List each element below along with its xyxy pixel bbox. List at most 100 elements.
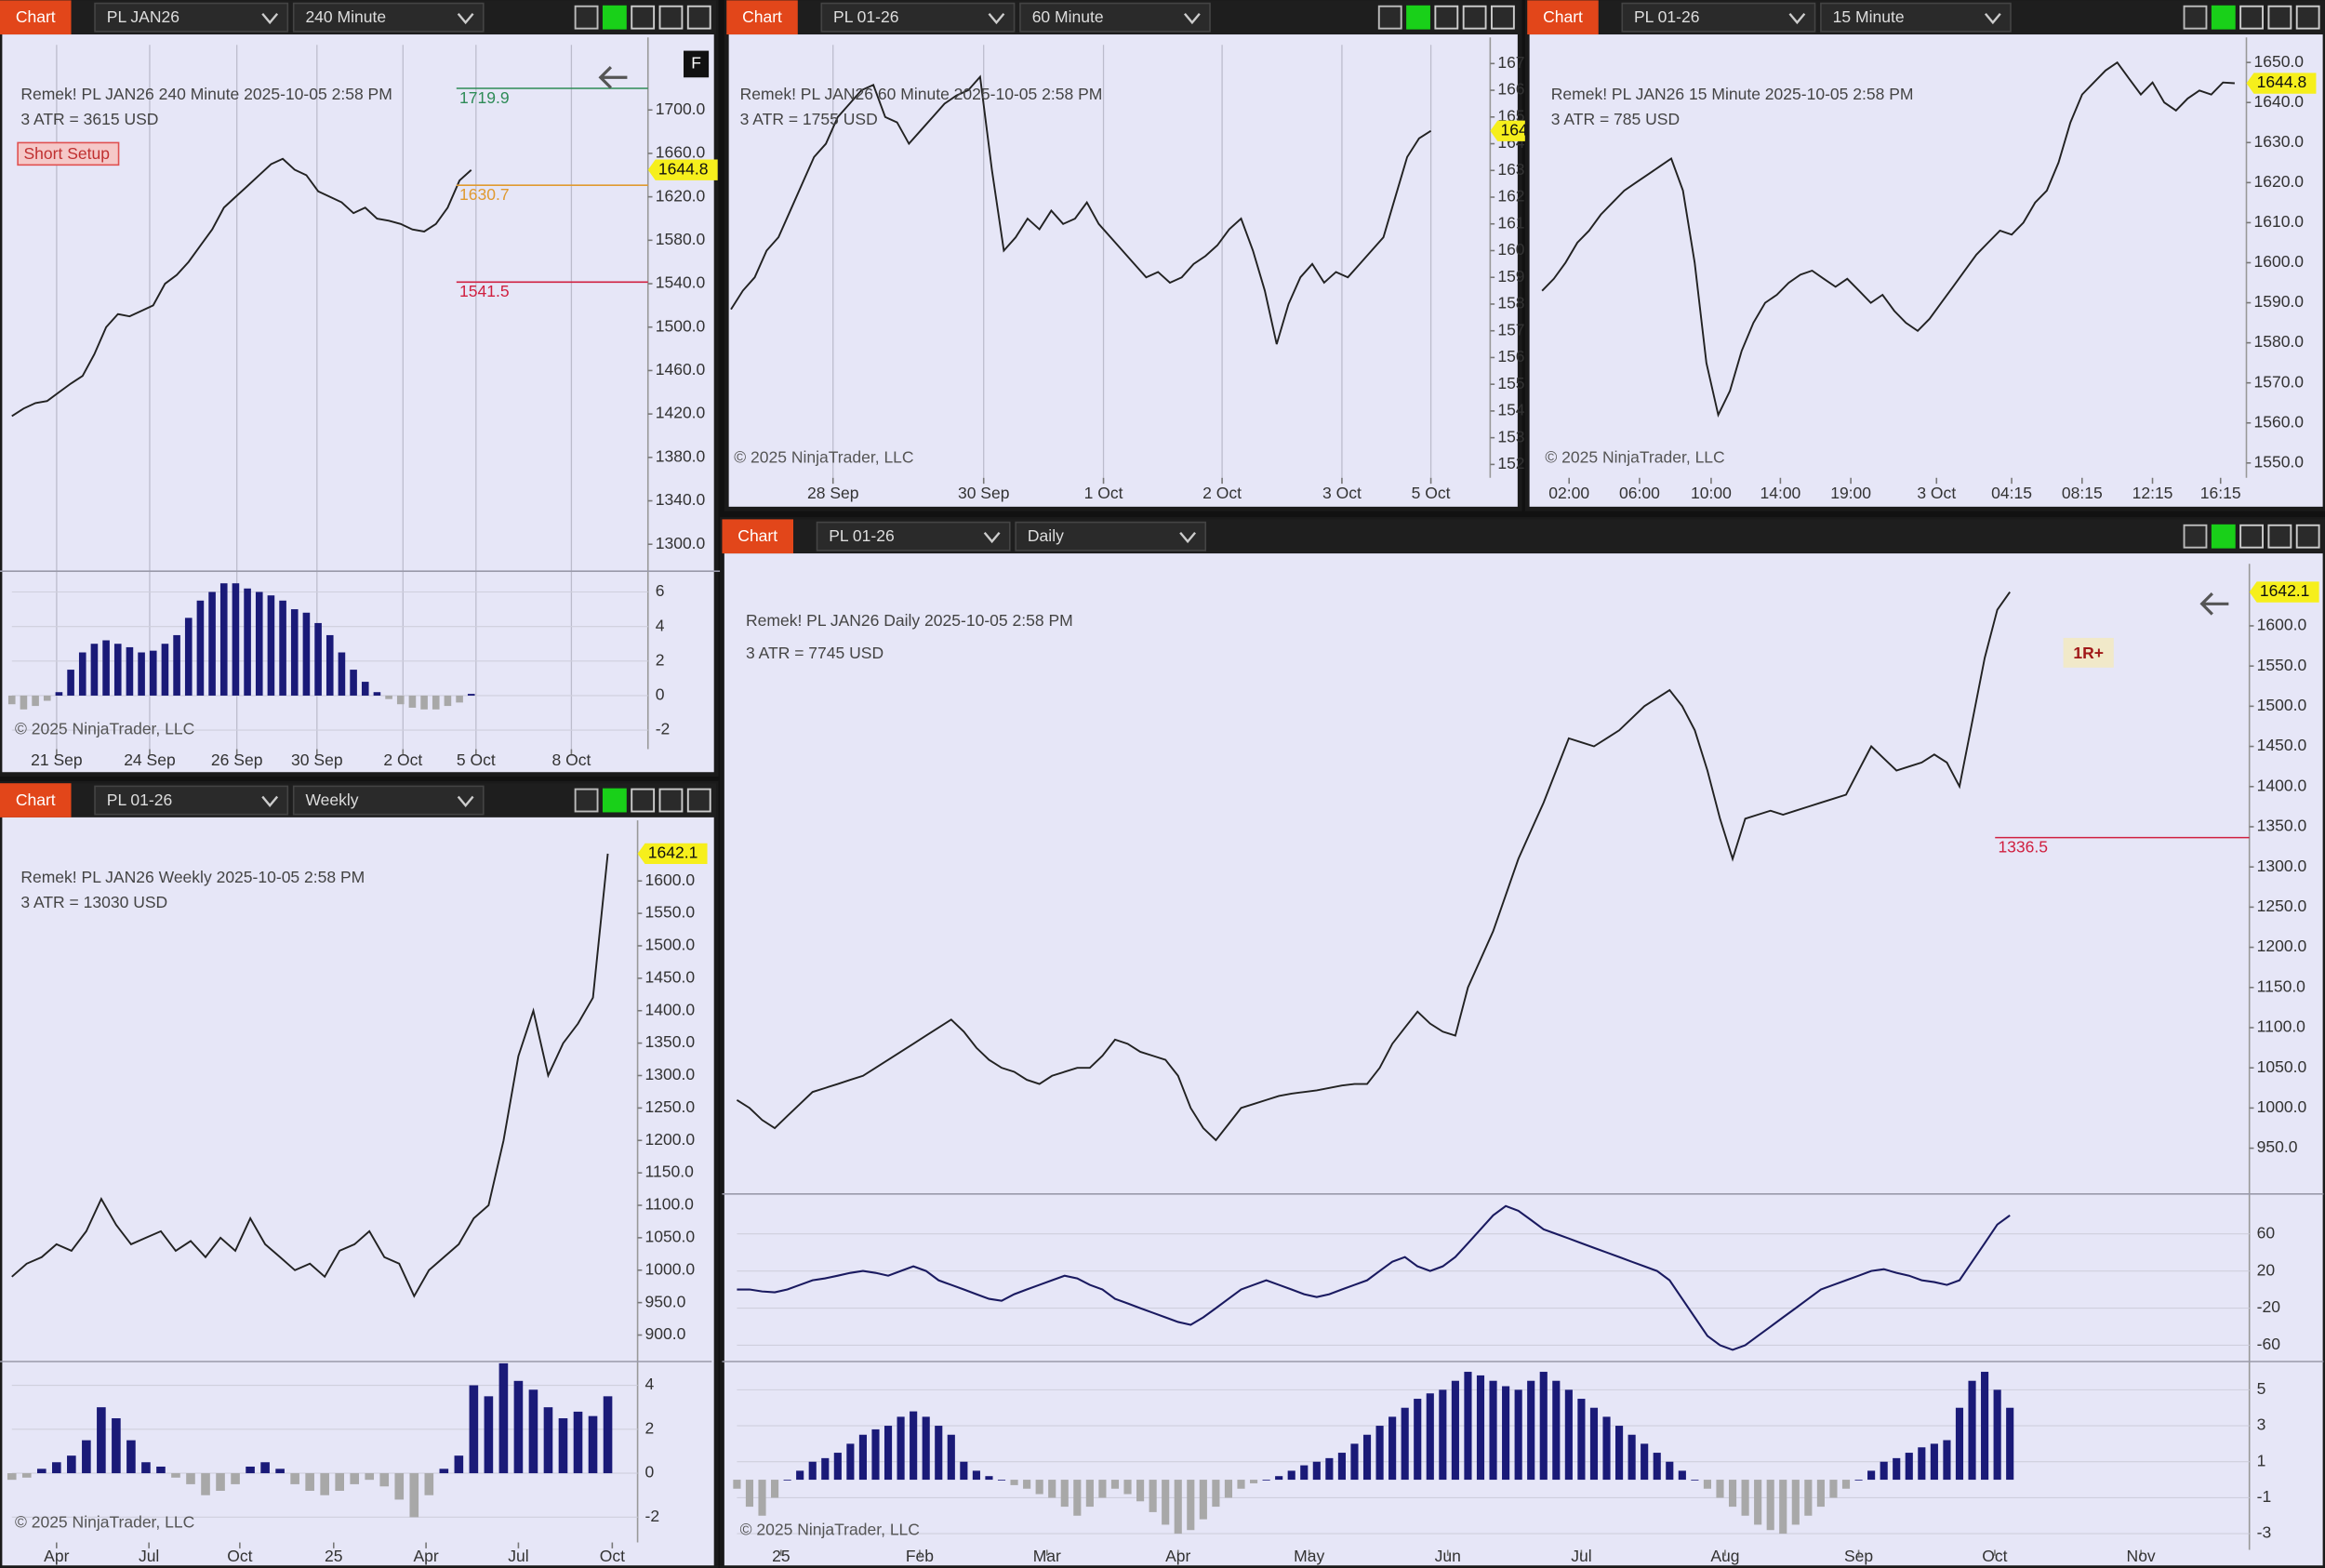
interval-selector[interactable] — [1820, 2, 2012, 33]
y-tick-label: 1640.0 — [2253, 92, 2304, 111]
window-control[interactable] — [1406, 5, 1430, 30]
x-tick-label: 30 Sep — [958, 484, 1010, 502]
y-tick-label: 5 — [2257, 1379, 2266, 1398]
histogram-bar — [260, 1462, 270, 1474]
window-control[interactable] — [2295, 5, 2320, 30]
histogram-bar — [858, 1434, 867, 1481]
window-control[interactable] — [574, 788, 599, 813]
y-tick-label: 1250.0 — [2257, 897, 2307, 915]
histogram-bar — [1275, 1476, 1283, 1481]
x-tick-label: Oct — [1982, 1547, 2007, 1565]
window-control[interactable] — [2267, 524, 2292, 549]
dropdown-arrow — [1788, 12, 1806, 25]
back-arrow[interactable] — [598, 65, 628, 89]
dropdown-arrow — [983, 531, 1001, 544]
window-control[interactable] — [602, 5, 627, 30]
chart-tab[interactable] — [722, 519, 793, 554]
histogram-bar — [67, 670, 74, 696]
window-control[interactable] — [686, 788, 711, 813]
histogram-bar — [871, 1428, 880, 1481]
interval-selector[interactable] — [1019, 2, 1211, 33]
histogram-bar — [219, 583, 228, 696]
histogram-bar — [1930, 1443, 1938, 1481]
window-control[interactable] — [631, 5, 656, 30]
price-line — [11, 157, 472, 418]
instrument-selector[interactable] — [816, 521, 1011, 551]
histogram-bar — [302, 612, 311, 696]
y-tick-label: 1550.0 — [645, 903, 696, 922]
histogram-bar — [244, 588, 251, 696]
window-control[interactable] — [1377, 5, 1402, 30]
window-control[interactable] — [2267, 5, 2292, 30]
histogram-bar — [173, 634, 180, 696]
instrument-selector[interactable] — [94, 785, 289, 816]
instrument-label: PL 01-26 — [829, 526, 894, 545]
x-tick-label: 2 Oct — [383, 751, 422, 769]
y-tick-label: 1200.0 — [645, 1130, 696, 1149]
histogram-bar — [1401, 1407, 1409, 1481]
chart-window — [720, 517, 2325, 1568]
chart-tab[interactable] — [0, 0, 72, 35]
window-control[interactable] — [2183, 524, 2208, 549]
instrument-selector[interactable] — [94, 2, 289, 33]
histogram-bar — [1110, 1480, 1120, 1489]
price-line — [11, 853, 609, 1298]
dropdown-arrow — [457, 12, 474, 25]
histogram-bar — [1691, 1480, 1699, 1481]
y-tick-label: 1150.0 — [645, 1163, 695, 1181]
histogram-bar — [1489, 1380, 1497, 1481]
window-control[interactable] — [658, 5, 684, 30]
last-price-tag — [637, 843, 708, 865]
window-control[interactable] — [2239, 5, 2264, 30]
interval-selector[interactable] — [292, 785, 485, 816]
histogram-bar — [7, 1473, 17, 1481]
window-control[interactable] — [2211, 524, 2236, 549]
histogram-bar — [1287, 1470, 1295, 1481]
chart-title: Remek! PL JAN26 Weekly 2025-10-05 2:58 P… — [20, 868, 365, 886]
x-tick-label: 30 Sep — [291, 751, 343, 769]
x-tick-label: Oct — [227, 1547, 252, 1565]
window-control[interactable] — [574, 5, 599, 30]
histogram-bar — [385, 695, 392, 699]
chart-title: Remek! PL JAN26 15 Minute 2025-10-05 2:5… — [1551, 85, 1914, 103]
histogram-bar — [910, 1411, 918, 1481]
histogram-bar — [1476, 1375, 1485, 1481]
y-tick-label: 1500.0 — [656, 316, 706, 335]
histogram-bar — [439, 1468, 449, 1474]
histogram-bar — [467, 694, 475, 696]
histogram-bar — [1791, 1480, 1800, 1525]
histogram-bar — [32, 695, 39, 707]
copyright: © 2025 NinjaTrader, LLC — [734, 448, 913, 467]
price-level-label: 1336.5 — [1998, 837, 2048, 856]
window-control[interactable] — [1490, 5, 1515, 30]
interval-selector[interactable] — [292, 2, 485, 33]
window-control[interactable] — [631, 788, 656, 813]
x-tick-label: May — [1294, 1547, 1324, 1565]
window-control[interactable] — [686, 5, 711, 30]
window-control[interactable] — [2183, 5, 2208, 30]
chart-tab[interactable] — [726, 0, 798, 35]
histogram-bar — [1174, 1480, 1182, 1535]
chart-title: Remek! PL JAN26 240 Minute 2025-10-05 2:… — [20, 85, 392, 103]
window-control[interactable] — [2239, 524, 2264, 549]
instrument-selector[interactable] — [820, 2, 1016, 33]
histogram-bar — [1779, 1480, 1787, 1535]
atr-label: 3 ATR = 13030 USD — [20, 893, 167, 911]
histogram-bar — [1023, 1480, 1031, 1489]
last-price-tag — [647, 159, 718, 180]
window-control[interactable] — [1434, 5, 1459, 30]
window-control[interactable] — [2211, 5, 2236, 30]
dropdown-arrow — [261, 795, 279, 807]
instrument-selector[interactable] — [1621, 2, 1816, 33]
window-control[interactable] — [602, 788, 627, 813]
window-control[interactable] — [2295, 524, 2320, 549]
window-control[interactable] — [658, 788, 684, 813]
chart-tab[interactable] — [0, 783, 72, 817]
interval-selector[interactable] — [1015, 521, 1207, 551]
copyright: © 2025 NinjaTrader, LLC — [15, 1512, 194, 1531]
f-button[interactable] — [684, 50, 710, 78]
x-tick-label: 5 Oct — [457, 751, 496, 769]
chart-tab[interactable] — [1527, 0, 1599, 35]
back-arrow[interactable] — [2199, 591, 2229, 616]
window-control[interactable] — [1462, 5, 1487, 30]
